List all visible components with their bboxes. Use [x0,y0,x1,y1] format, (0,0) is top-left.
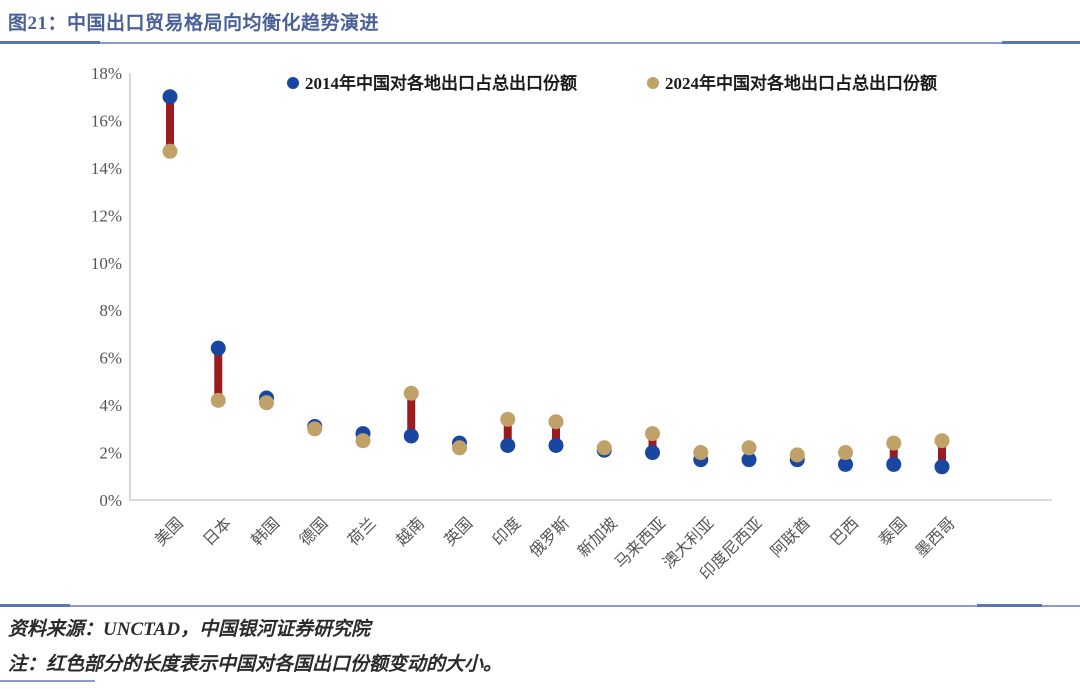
x-category-label: 阿联酋 [767,514,814,561]
legend-label-2014: 2014年中国对各地出口占总出口份额 [305,73,577,93]
data-point-2024 [162,143,178,159]
legend-label-2024: 2024年中国对各地出口占总出口份额 [665,73,937,93]
data-point-2014 [838,456,853,472]
x-category-label: 日本 [200,514,235,549]
x-category-label: 荷兰 [344,514,379,549]
x-category-label: 巴西 [828,515,863,550]
x-category-label: 美国 [151,514,186,549]
data-point-2014 [210,340,226,356]
data-point-2024 [259,395,274,411]
data-point-2024 [741,440,757,456]
y-tick-label: 6% [99,349,122,368]
data-point-2014 [886,456,902,472]
x-category-label: 新加坡 [574,514,621,561]
legend-dot-2024 [647,77,659,89]
y-tick-label: 12% [91,206,122,225]
data-point-2024 [548,414,564,430]
data-point-2014 [934,459,950,475]
source-text: 资料来源：UNCTAD，中国银河证券研究院 [8,619,371,640]
x-category-label: 德国 [296,514,331,549]
y-tick-label: 10% [91,254,122,273]
x-category-label: 马来西亚 [611,514,669,572]
footer-divider-line [0,604,1080,607]
bottom-left-line [0,680,95,682]
data-point-2014 [741,452,757,468]
figure-title: 图21：中国出口贸易格局向均衡化趋势演进 [8,13,380,34]
chart-svg: 0% 2% 4% 6% 8% 10% 12% 14% 16% 18% 美国 日本 韩国 德国 荷兰 越南 英国印… [91,64,1052,583]
data-point-2024 [210,392,226,408]
title-divider-cap-left [0,41,100,44]
y-tick-label: 0% [99,491,122,510]
data-point-2024 [789,447,805,463]
data-point-2024 [355,433,371,449]
y-tick-label: 4% [99,396,122,415]
data-point-2024 [500,411,516,427]
footer-divider-cap-right [977,604,1042,607]
x-category-label: 韩国 [248,514,283,549]
x-category-label: 墨西哥 [913,515,959,561]
x-category-label: 泰国 [875,514,910,549]
y-tick-label: 16% [91,111,122,130]
chart: 0% 2% 4% 6% 8% 10% 12% 14% 16% 18% 美国 日本 韩国 德国 荷兰 越南 英国印… [0,50,1080,606]
data-point-2014 [645,445,660,461]
title-divider-line [0,41,1080,44]
x-category-label: 俄罗斯 [526,514,573,561]
data-point-2014 [500,437,516,453]
data-point-2024 [838,445,853,461]
legend-dot-2014 [287,77,299,89]
data-point-2024 [403,385,419,401]
y-tick-label: 18% [91,64,122,83]
data-point-2014 [162,89,178,105]
y-tick-label: 14% [91,159,122,178]
data-point-2014 [548,437,564,453]
axis-frame [129,73,1052,501]
x-category-label: 英国 [441,514,476,549]
data-point-2024 [452,440,467,456]
data-point-2024 [693,445,709,461]
data-point-2024 [307,421,323,437]
x-category-label: 越南 [393,514,428,549]
y-tick-label: 2% [99,444,122,463]
data-point-2024 [596,440,612,456]
data-point-2024 [645,426,660,442]
data-point-2024 [934,433,950,449]
data-point-2024 [886,435,902,451]
title-divider-cap-right [1002,41,1080,44]
note-text: 注：红色部分的长度表示中国对各国出口份额变动的大小。 [8,654,503,675]
footer-divider-cap-left [0,604,70,607]
data-point-2014 [403,428,419,444]
x-category-label: 印度 [489,514,524,549]
y-tick-label: 8% [99,301,122,320]
